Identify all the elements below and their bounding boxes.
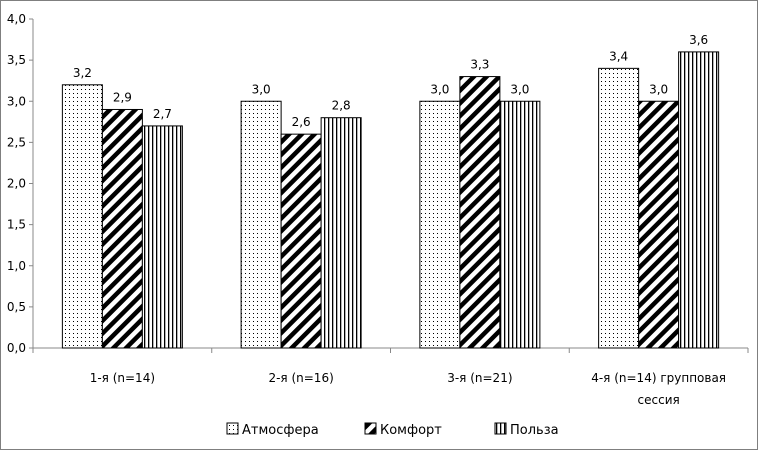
y-tick-label: 2,0 (7, 177, 26, 191)
bar-vertical (499, 100, 541, 349)
bar-vertical (678, 51, 720, 349)
data-label: 3,6 (689, 33, 708, 47)
bar-group (61, 51, 720, 349)
y-tick-label: 4,0 (7, 12, 26, 26)
bar-dots (240, 100, 282, 349)
data-label: 2,8 (332, 99, 351, 113)
y-tick-label: 2,5 (7, 135, 26, 149)
category-label: 1-я (n=14) (90, 371, 155, 385)
data-label: 3,0 (252, 82, 271, 96)
legend-label: Комфорт (380, 423, 442, 438)
legend: Атмосфера Комфорт Польза (226, 422, 559, 438)
y-axis: 0,0 0,5 1,0 1,5 2,0 2,5 3,0 3,5 4,0 (7, 12, 34, 355)
data-labels: 3,2 2,9 2,7 3,0 2,6 2,8 3,0 3,3 3,0 3,4 3,0 3,6 (73, 33, 708, 129)
bar-vertical (320, 117, 362, 349)
y-tick-label: 3,5 (7, 53, 26, 67)
bar-vertical (141, 125, 183, 349)
legend-swatch-vertical (494, 422, 507, 435)
bar-dots (61, 84, 103, 349)
data-label: 3,0 (510, 82, 529, 96)
data-label: 2,6 (292, 115, 311, 129)
bar-diagonal (280, 133, 322, 349)
category-label: 4-я (n=14) групповая (591, 371, 726, 385)
y-tick-label: 0,5 (7, 300, 26, 314)
y-tick-label: 1,5 (7, 218, 26, 232)
y-tick-label: 1,0 (7, 259, 26, 273)
category-label: 3-я (n=21) (447, 371, 512, 385)
bar-dots (419, 100, 461, 349)
bar-diagonal (459, 76, 501, 349)
bar-diagonal (101, 108, 143, 349)
y-tick-label: 0,0 (7, 341, 26, 355)
data-label: 2,7 (153, 107, 172, 121)
data-label: 3,0 (649, 82, 668, 96)
legend-swatch-diagonal (364, 422, 377, 435)
x-axis: 1-я (n=14) 2-я (n=16) 3-я (n=21) 4-я (n=14)… (32, 347, 749, 407)
bar-diagonal (638, 100, 680, 349)
legend-label: Атмосфера (242, 423, 319, 438)
data-label: 3,2 (73, 66, 92, 80)
y-tick-label: 3,0 (7, 94, 26, 108)
data-label: 2,9 (113, 90, 132, 104)
bar-dots (598, 67, 640, 349)
legend-label: Польза (510, 423, 559, 438)
legend-swatch-dots (226, 422, 239, 435)
data-label: 3,3 (470, 58, 489, 72)
category-label: 2-я (n=16) (268, 371, 333, 385)
data-label: 3,0 (430, 82, 449, 96)
category-label: сессия (638, 393, 680, 407)
data-label: 3,4 (609, 49, 628, 63)
